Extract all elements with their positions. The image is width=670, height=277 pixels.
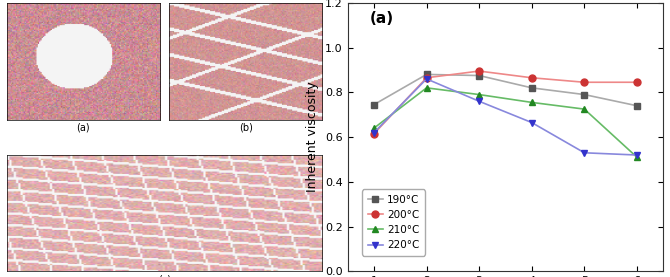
X-axis label: (b): (b) — [239, 122, 253, 132]
Line: 210°C: 210°C — [371, 84, 641, 161]
190°C — [528, 86, 536, 89]
200°C — [423, 76, 431, 79]
210°C — [528, 101, 536, 104]
210°C — [580, 107, 588, 111]
Line: 200°C: 200°C — [371, 68, 641, 137]
210°C — [423, 86, 431, 89]
X-axis label: (a): (a) — [76, 122, 90, 132]
220°C — [475, 100, 483, 103]
220°C — [423, 77, 431, 81]
220°C — [580, 151, 588, 155]
200°C — [580, 81, 588, 84]
210°C — [475, 93, 483, 96]
200°C — [370, 132, 378, 135]
190°C — [370, 103, 378, 106]
190°C — [475, 74, 483, 77]
200°C — [633, 81, 641, 84]
190°C — [633, 104, 641, 107]
Line: 190°C: 190°C — [371, 71, 641, 109]
X-axis label: (c): (c) — [158, 274, 171, 277]
210°C — [370, 127, 378, 130]
220°C — [528, 121, 536, 124]
220°C — [633, 153, 641, 157]
220°C — [370, 131, 378, 134]
Y-axis label: Inherent viscosity: Inherent viscosity — [306, 82, 320, 193]
Text: (a): (a) — [370, 11, 394, 26]
200°C — [528, 76, 536, 79]
190°C — [580, 93, 588, 96]
200°C — [475, 70, 483, 73]
Legend: 190°C, 200°C, 210°C, 220°C: 190°C, 200°C, 210°C, 220°C — [362, 189, 425, 255]
210°C — [633, 156, 641, 159]
Line: 220°C: 220°C — [371, 75, 641, 158]
190°C — [423, 73, 431, 76]
